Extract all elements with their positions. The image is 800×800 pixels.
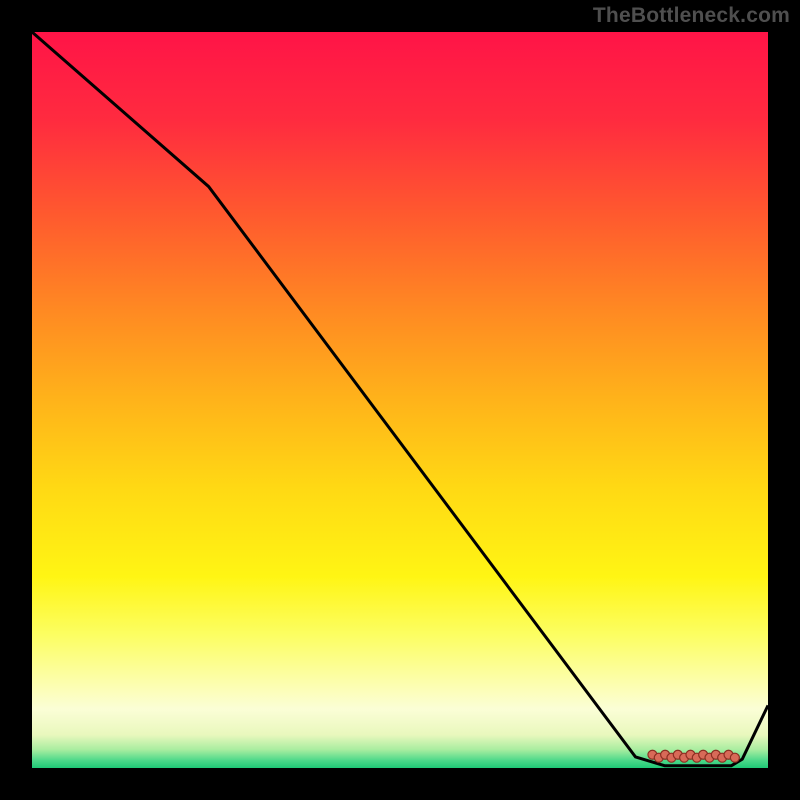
attribution-label: TheBottleneck.com — [593, 4, 790, 28]
marker-dot — [730, 753, 739, 762]
plot-background — [32, 32, 768, 768]
bottleneck-chart — [0, 0, 800, 800]
optimal-range-markers — [648, 750, 739, 762]
